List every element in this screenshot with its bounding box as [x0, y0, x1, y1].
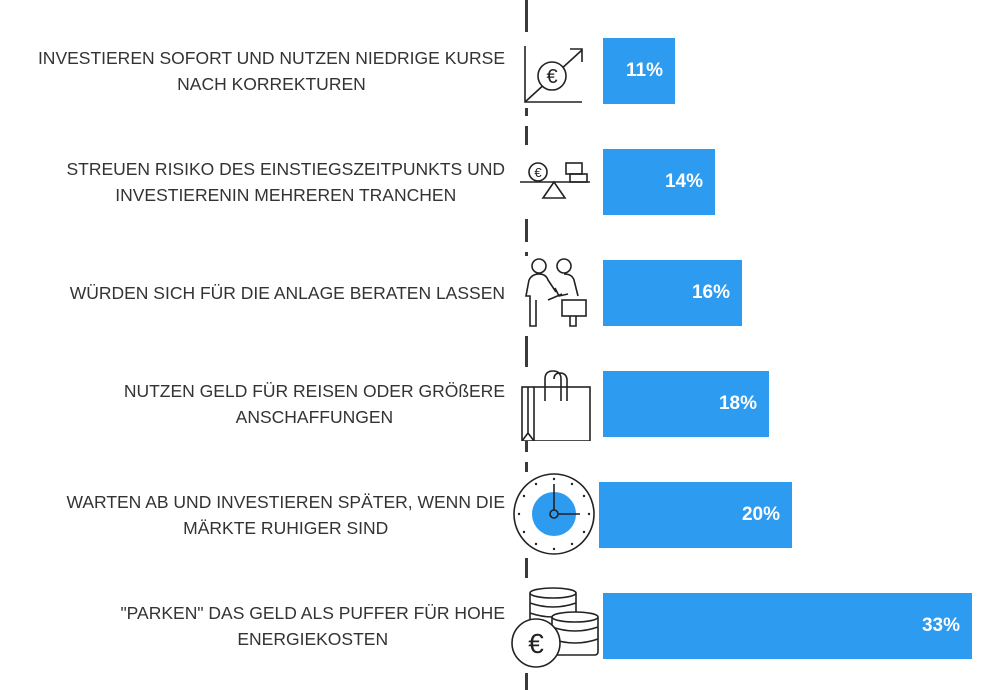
bar: 20%: [599, 482, 792, 548]
category-label-line: NACH KORREKTUREN: [177, 74, 366, 94]
category-label: WARTEN AB UND INVESTIEREN SPÄTER, WENN D…: [5, 482, 505, 548]
category-label: "PARKEN" DAS GELD ALS PUFFER FÜR HOHE ENE…: [5, 593, 505, 659]
value-label: 14%: [664, 171, 703, 192]
category-label-line: "PARKEN" DAS GELD ALS PUFFER FÜR HOHE: [120, 603, 505, 623]
chart-row: "PARKEN" DAS GELD ALS PUFFER FÜR HOHE ENE…: [0, 587, 1000, 673]
euro-growth-icon: €: [512, 34, 592, 108]
balance-scale-icon: €: [512, 145, 592, 219]
bar: 18%: [603, 371, 769, 437]
category-label-line: INVESTIERENIN MEHREREN TRANCHEN: [115, 185, 457, 205]
chart-row: INVESTIEREN SOFORT UND NUTZEN NIEDRIGE K…: [0, 34, 1000, 108]
category-label-line: MÄRKTE RUHIGER SIND: [183, 518, 389, 538]
category-label-line: NUTZEN GELD FÜR REISEN ODER GRÖßERE: [123, 381, 505, 401]
value-label: 33%: [921, 615, 960, 636]
dashed-axis-line: [525, 0, 528, 690]
bar: 11%: [603, 38, 675, 104]
category-label-line: WÜRDEN SICH FÜR DIE ANLAGE BERATEN LASSE…: [69, 283, 505, 303]
category-label-line: ENERGIEKOSTEN: [237, 629, 389, 649]
svg-text:€: €: [546, 66, 557, 88]
category-label: NUTZEN GELD FÜR REISEN ODER GRÖßERE ANSCH…: [5, 371, 505, 437]
chart-row: WARTEN AB UND INVESTIEREN SPÄTER, WENN D…: [0, 472, 1000, 558]
value-label: 16%: [691, 282, 730, 303]
clock-icon: [512, 472, 595, 558]
svg-text:€: €: [528, 628, 544, 659]
value-label: 20%: [741, 504, 780, 525]
bar: 33%: [603, 593, 972, 659]
bar: 14%: [603, 149, 715, 215]
chart-row: WÜRDEN SICH FÜR DIE ANLAGE BERATEN LASSE…: [0, 256, 1000, 330]
category-label-line: INVESTIEREN SOFORT UND NUTZEN NIEDRIGE K…: [37, 48, 505, 68]
category-label-line: STREUEN RISIKO DES EINSTIEGSZEITPUNKTS U…: [66, 159, 505, 179]
category-label: STREUEN RISIKO DES EINSTIEGSZEITPUNKTS U…: [5, 149, 505, 215]
value-label: 11%: [626, 60, 663, 81]
handshake-icon: [512, 256, 592, 330]
value-label: 18%: [718, 393, 757, 414]
chart-row: NUTZEN GELD FÜR REISEN ODER GRÖßERE ANSCH…: [0, 367, 1000, 442]
chart-row: STREUEN RISIKO DES EINSTIEGSZEITPUNKTS U…: [0, 145, 1000, 219]
coins-icon: €: [510, 587, 600, 673]
category-label: INVESTIEREN SOFORT UND NUTZEN NIEDRIGE K…: [5, 38, 505, 104]
shopping-bag-icon: [512, 367, 592, 442]
category-label-line: WARTEN AB UND INVESTIEREN SPÄTER, WENN D…: [66, 492, 505, 512]
category-label-line: ANSCHAFFUNGEN: [235, 407, 394, 427]
svg-text:€: €: [534, 165, 542, 180]
category-label: WÜRDEN SICH FÜR DIE ANLAGE BERATEN LASSE…: [5, 260, 505, 326]
bar: 16%: [603, 260, 742, 326]
